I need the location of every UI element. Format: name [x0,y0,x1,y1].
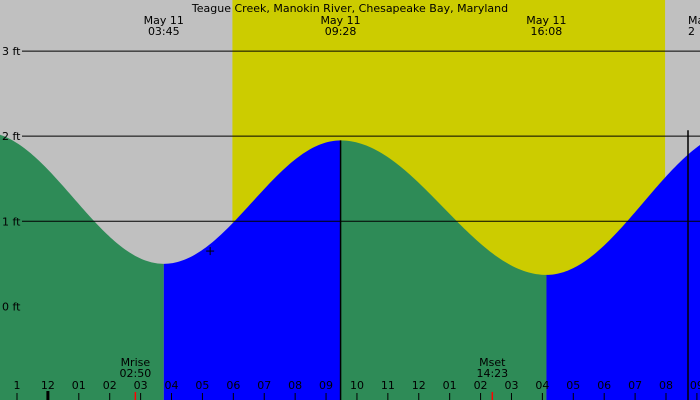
x-tick-label: 07 [628,379,642,392]
y-tick-label: 0 ft [2,300,21,313]
tide-curve-area [0,134,700,400]
extreme-time-label: 03:45 [148,25,180,38]
rising-tide-segment [546,145,700,400]
x-tick-label: 09 [319,379,333,392]
x-tick-label: 09 [690,379,700,392]
x-tick-label: 04 [535,379,549,392]
x-tick-label: 05 [566,379,580,392]
moon-event-time: 14:23 [476,367,508,380]
extreme-time-label: 16:08 [531,25,563,38]
x-tick-label: 01 [72,379,86,392]
x-tick-label: 11 [381,379,395,392]
x-tick-label: 10 [350,379,364,392]
x-tick-label: 03 [504,379,518,392]
chart-title: Teague Creek, Manokin River, Chesapeake … [191,2,508,15]
x-tick-label: 08 [288,379,302,392]
falling-tide-segment [0,134,164,400]
extreme-date-label: May 11 [320,14,360,27]
current-marker [206,247,215,256]
moon-event-name: Mrise [121,356,151,369]
extreme-date-label: May 11 [526,14,566,27]
moon-event-name: Mset [479,356,506,369]
x-tick-label: 03 [134,379,148,392]
y-gridlines [22,50,700,222]
y-tick-label: 2 ft [2,130,21,143]
x-tick-label: 06 [597,379,611,392]
extreme-time-label: 2 [688,25,695,38]
extreme-date-label: May 11 [144,14,184,27]
moon-event-time: 02:50 [120,367,152,380]
x-tick-label: 12 [412,379,426,392]
extreme-time-label: 09:28 [325,25,357,38]
x-tick-label: 12 [41,379,55,392]
x-tick-label: 05 [195,379,209,392]
x-tick-label: 02 [474,379,488,392]
extreme-date-label: Ma [688,14,700,27]
falling-tide-segment [340,140,547,400]
x-tick-label: 04 [165,379,179,392]
y-tick-label: 3 ft [2,45,21,58]
x-tick-label: 07 [257,379,271,392]
y-axis-labels: 0 ft 1 ft 2 ft 3 ft [2,45,21,313]
rising-tide-segment [163,140,341,400]
x-tick-label: 1 [13,379,20,392]
x-axis: 1 12 01 02 03 04 05 06 07 08 09 10 11 12 01 02 03 04 05 06 0… [13,379,700,400]
y-tick-label: 1 ft [2,215,21,228]
x-tick-label: 01 [443,379,457,392]
x-tick-label: 02 [103,379,117,392]
x-tick-label: 06 [226,379,240,392]
x-tick-label: 08 [659,379,673,392]
